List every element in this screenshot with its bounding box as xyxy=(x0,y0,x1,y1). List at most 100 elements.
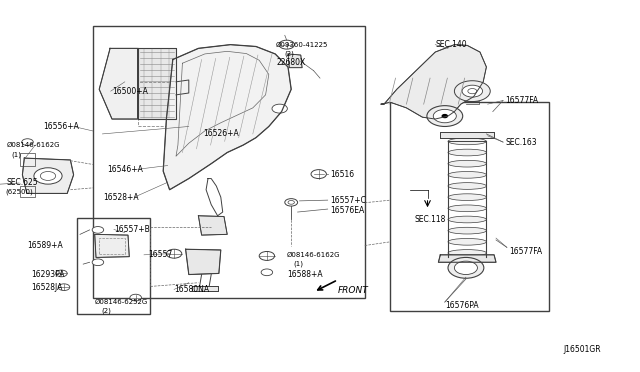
Bar xyxy=(77,218,150,314)
Circle shape xyxy=(58,284,70,291)
Ellipse shape xyxy=(448,138,486,145)
Circle shape xyxy=(95,261,100,264)
Circle shape xyxy=(284,43,290,46)
Circle shape xyxy=(61,286,67,289)
Circle shape xyxy=(272,104,287,113)
Text: 16580NA: 16580NA xyxy=(174,285,209,294)
Circle shape xyxy=(264,271,269,274)
Text: (2): (2) xyxy=(285,51,294,57)
Circle shape xyxy=(285,199,298,206)
Ellipse shape xyxy=(448,171,486,178)
Text: 16516: 16516 xyxy=(330,170,355,179)
Polygon shape xyxy=(186,249,221,275)
Text: 16528JA: 16528JA xyxy=(31,283,62,292)
Polygon shape xyxy=(192,286,218,291)
Polygon shape xyxy=(288,54,302,68)
Bar xyxy=(390,102,549,311)
Circle shape xyxy=(279,40,294,49)
Circle shape xyxy=(261,269,273,276)
Text: 16293PA: 16293PA xyxy=(31,270,64,279)
Circle shape xyxy=(454,81,490,102)
Text: 16576EA: 16576EA xyxy=(330,206,365,215)
Circle shape xyxy=(259,251,275,260)
Circle shape xyxy=(311,170,326,179)
Text: Ø09360-41225: Ø09360-41225 xyxy=(275,42,328,48)
Text: 16526+A: 16526+A xyxy=(204,129,239,138)
Circle shape xyxy=(264,254,270,258)
Circle shape xyxy=(462,85,483,97)
Text: 16528+A: 16528+A xyxy=(104,193,140,202)
Circle shape xyxy=(288,201,294,204)
Text: (1): (1) xyxy=(293,261,303,267)
Circle shape xyxy=(92,227,104,233)
Circle shape xyxy=(442,115,447,118)
Polygon shape xyxy=(99,48,138,119)
Text: 16557: 16557 xyxy=(148,250,173,259)
Polygon shape xyxy=(22,158,74,193)
Text: SEC.140: SEC.140 xyxy=(435,40,467,49)
Text: 16556+A: 16556+A xyxy=(44,122,79,131)
Text: 16577FA: 16577FA xyxy=(509,247,542,256)
Text: 16546+A: 16546+A xyxy=(108,165,143,174)
Bar xyxy=(99,238,125,254)
Circle shape xyxy=(56,270,67,277)
Ellipse shape xyxy=(448,149,486,156)
Polygon shape xyxy=(198,216,227,235)
Circle shape xyxy=(22,139,33,145)
Circle shape xyxy=(166,249,182,258)
Text: SEC.163: SEC.163 xyxy=(506,138,537,147)
Text: 22680X: 22680X xyxy=(276,58,306,67)
Circle shape xyxy=(171,252,177,256)
Polygon shape xyxy=(381,45,486,119)
Ellipse shape xyxy=(448,250,486,256)
Circle shape xyxy=(92,259,104,266)
Text: 16588+A: 16588+A xyxy=(287,270,323,279)
Circle shape xyxy=(468,89,477,94)
Circle shape xyxy=(95,228,100,231)
Text: Ø08146-6162G: Ø08146-6162G xyxy=(6,142,60,148)
Polygon shape xyxy=(440,132,494,138)
Ellipse shape xyxy=(448,227,486,234)
Text: SEC.118: SEC.118 xyxy=(415,215,446,224)
Ellipse shape xyxy=(448,194,486,201)
Text: 16500+A: 16500+A xyxy=(112,87,148,96)
Text: Ø08146-6252G: Ø08146-6252G xyxy=(95,299,148,305)
Ellipse shape xyxy=(448,160,486,167)
Polygon shape xyxy=(438,255,496,262)
Text: 16557+C: 16557+C xyxy=(330,196,366,205)
Polygon shape xyxy=(163,45,291,190)
Text: SEC.625: SEC.625 xyxy=(6,178,38,187)
Circle shape xyxy=(40,171,56,180)
Circle shape xyxy=(433,109,456,123)
Text: 16576PA: 16576PA xyxy=(445,301,479,310)
Circle shape xyxy=(59,272,64,275)
Circle shape xyxy=(316,172,322,176)
Bar xyxy=(138,82,189,126)
Bar xyxy=(93,26,365,298)
Text: (1): (1) xyxy=(12,151,22,158)
Circle shape xyxy=(448,257,484,278)
Circle shape xyxy=(34,168,62,184)
Text: Ø08146-6162G: Ø08146-6162G xyxy=(287,252,340,258)
Circle shape xyxy=(454,261,477,275)
Polygon shape xyxy=(138,48,176,119)
Ellipse shape xyxy=(448,216,486,223)
Text: 16577FA: 16577FA xyxy=(506,96,539,105)
Circle shape xyxy=(133,296,138,299)
Circle shape xyxy=(276,106,284,111)
Text: (62500): (62500) xyxy=(5,188,33,195)
Ellipse shape xyxy=(448,183,486,189)
Circle shape xyxy=(25,141,30,144)
Bar xyxy=(20,186,35,197)
Circle shape xyxy=(130,294,141,301)
Ellipse shape xyxy=(448,238,486,245)
Polygon shape xyxy=(95,234,129,257)
Text: (2): (2) xyxy=(101,307,111,314)
Ellipse shape xyxy=(448,205,486,212)
Text: 16557+B: 16557+B xyxy=(114,225,150,234)
Bar xyxy=(20,153,35,166)
Text: FRONT: FRONT xyxy=(338,286,369,295)
Circle shape xyxy=(427,106,463,126)
Text: 16589+A: 16589+A xyxy=(27,241,63,250)
Text: J16501GR: J16501GR xyxy=(563,345,601,354)
